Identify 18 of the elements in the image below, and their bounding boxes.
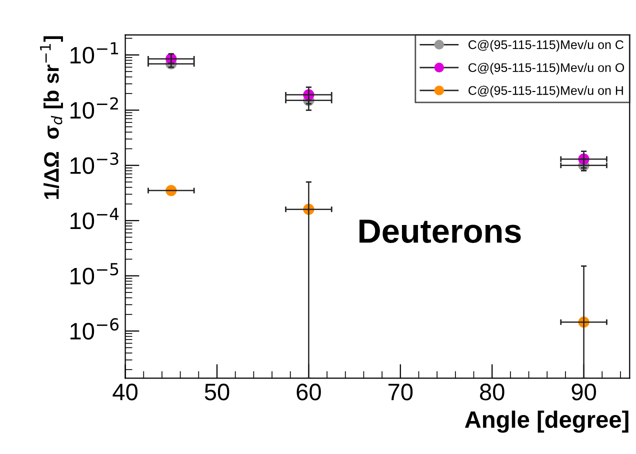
x-tick-label: 90 [572,384,596,400]
y-tick-label: 10$^{−2}$ [70,97,118,119]
y-tick-label: 10$^{−6}$ [70,318,119,340]
y-axis-title: 1/ΔΩ σ$_{d}$ [b sr$^{−1}$] [40,36,63,199]
x-tick-label: 40 [112,384,138,400]
x-tick-label: 50 [204,384,230,400]
y-tick-label: 10$^{−3}$ [70,152,118,174]
y-tick-label: 10$^{−4}$ [70,208,119,230]
y-tick-label: 10$^{−1}$ [70,42,118,64]
x-tick-label: 60 [296,384,321,400]
legend-label: C@(95-115-115)Mev/u on O [468,62,624,75]
legend-label: C@(95-115-115)Mev/u on H [468,86,623,98]
x-tick-label: 70 [388,384,413,400]
y-tick-label: 10$^{−5}$ [70,263,118,284]
x-tick-label: 80 [480,384,504,400]
annotation: Deuterons [360,220,521,243]
legend-label: C@(95-115-115)Mev/u on C [468,40,624,52]
x-axis-title: Angle [degree] [464,410,628,433]
